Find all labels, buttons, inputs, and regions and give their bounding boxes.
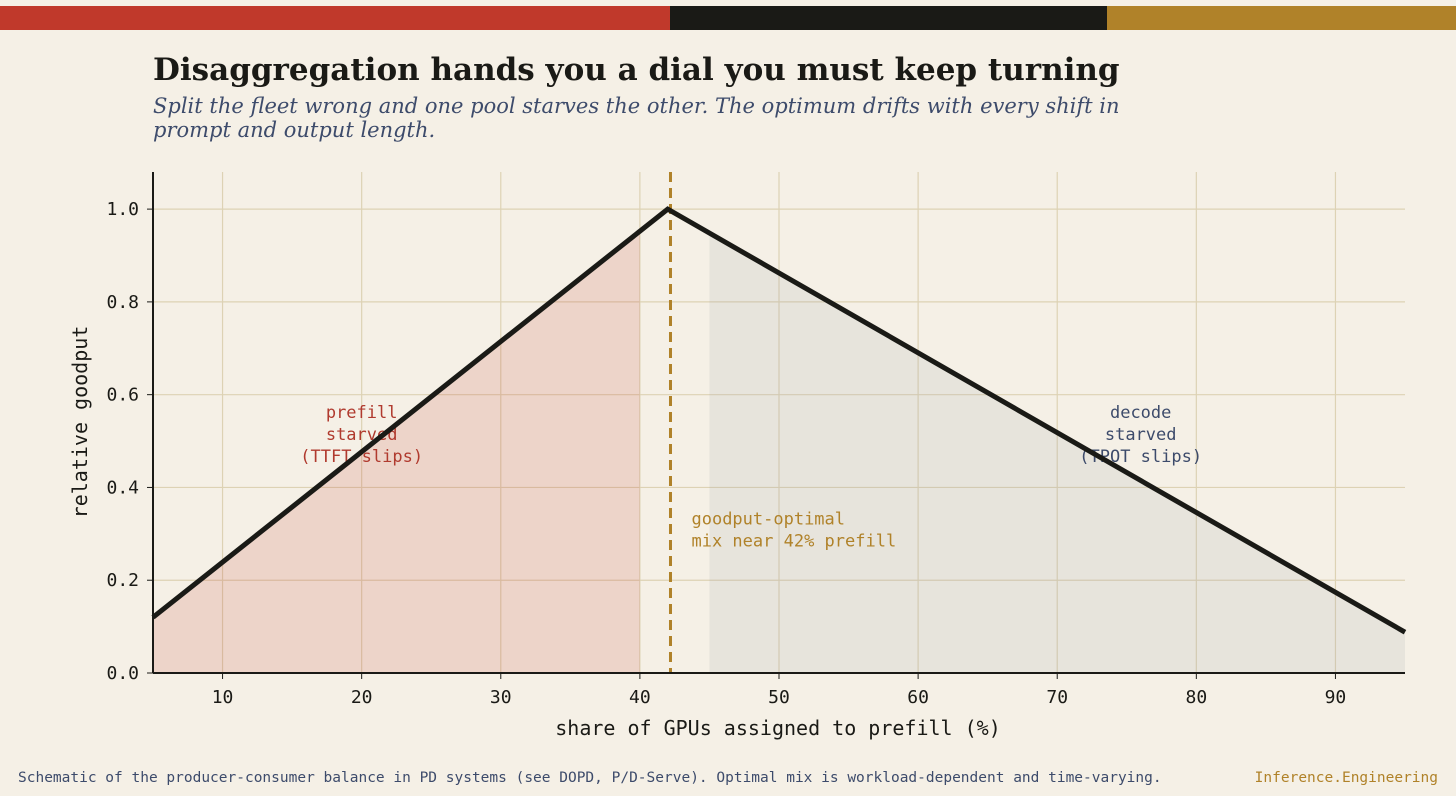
x-axis-label: share of GPUs assigned to prefill (%) xyxy=(555,716,1001,740)
region-label-line: decode xyxy=(1110,403,1171,423)
chart-title: Disaggregation hands you a dial you must… xyxy=(153,52,1120,88)
x-tick-label: 10 xyxy=(212,687,234,708)
x-tick-label: 30 xyxy=(490,687,512,708)
x-tick-label: 20 xyxy=(351,687,373,708)
top-bar xyxy=(670,6,1107,30)
y-tick-label: 0.4 xyxy=(106,477,139,498)
top-bar xyxy=(1107,6,1456,30)
region-label-line: (TTFT slips) xyxy=(300,447,423,467)
y-tick-label: 0.8 xyxy=(106,292,139,313)
y-tick-label: 0.0 xyxy=(106,663,139,684)
x-tick-label: 80 xyxy=(1185,687,1207,708)
shaded-region xyxy=(153,231,640,673)
reference-label-line: goodput-optimal xyxy=(691,510,845,530)
x-tick-label: 70 xyxy=(1046,687,1068,708)
x-tick-label: 60 xyxy=(907,687,929,708)
y-tick-label: 1.0 xyxy=(106,199,139,220)
y-tick-label: 0.2 xyxy=(106,570,139,591)
footer-brand: Inference.Engineering xyxy=(1255,770,1438,786)
y-tick-label: 0.6 xyxy=(106,385,139,406)
x-tick-label: 50 xyxy=(768,687,790,708)
reference-label-line: mix near 42% prefill xyxy=(691,532,896,552)
x-tick-label: 40 xyxy=(629,687,651,708)
shaded-region xyxy=(709,233,1405,673)
subtitle: prompt and output length. xyxy=(153,118,435,142)
region-label-line: starved xyxy=(1105,425,1177,445)
y-axis-label: relative goodput xyxy=(68,326,92,519)
top-bar xyxy=(0,6,670,30)
region-label-line: prefill xyxy=(326,403,398,423)
reference-label: goodput-optimal mix near 42% prefill xyxy=(691,510,896,552)
goodput-line xyxy=(151,206,1407,635)
footer-note: Schematic of the producer-consumer balan… xyxy=(18,770,1162,786)
subtitle: Split the fleet wrong and one pool starv… xyxy=(153,94,1120,118)
x-tick-label: 90 xyxy=(1325,687,1347,708)
region-label: prefill starved (TTFT slips) xyxy=(300,403,423,467)
